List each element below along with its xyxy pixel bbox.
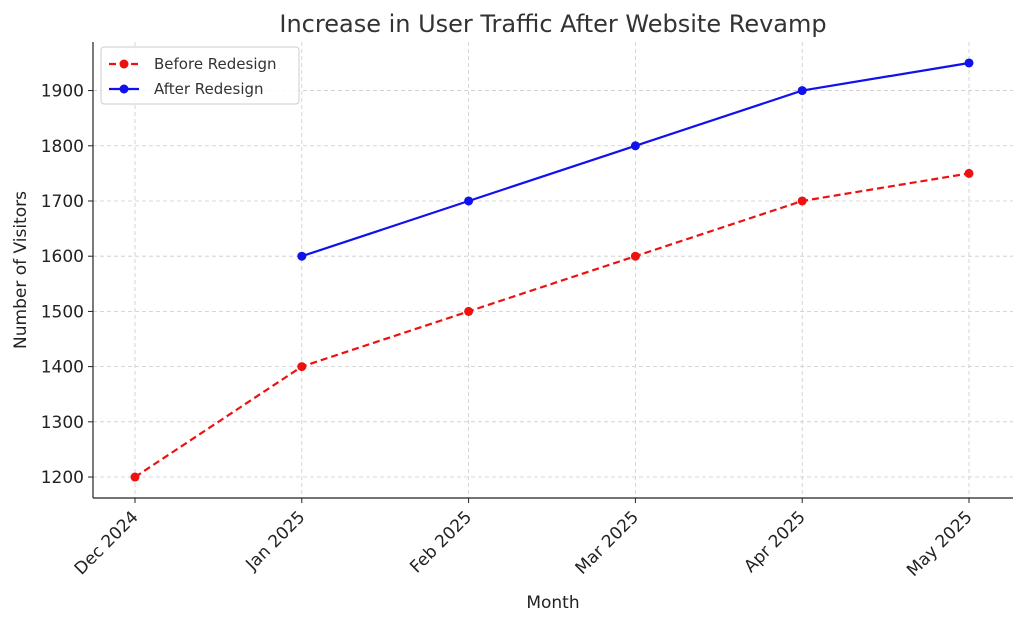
data-point-after-redesign [630,141,640,151]
data-point-before-redesign [464,306,474,316]
y-tick-label: 1700 [41,192,84,212]
y-axis-label: Number of Visitors [11,191,31,349]
grid [93,42,1013,498]
data-point-after-redesign [297,251,307,261]
x-tick-label: Apr 2025 [740,507,809,576]
x-tick-label: Jan 2025 [242,507,310,575]
y-tick-label: 1300 [41,413,84,433]
data-point-before-redesign [130,472,140,482]
data-point-before-redesign [964,168,974,178]
series-line-before-redesign [134,172,970,478]
x-tick-label: May 2025 [903,507,976,580]
legend-marker-before-redesign [119,59,129,69]
chart-title: Increase in User Traffic After Website R… [279,10,826,38]
y-tick-label: 1200 [41,468,84,488]
legend-label-after-redesign: After Redesign [154,80,264,98]
y-tick-label: 1400 [41,358,84,378]
y-tick-label: 1800 [41,137,84,157]
legend-box [100,46,300,105]
x-tick-label: Feb 2025 [406,507,476,577]
data-point-before-redesign [297,362,307,372]
y-tick-label: 1900 [41,82,84,102]
legend-label-before-redesign: Before Redesign [154,55,277,73]
x-tick-label: Mar 2025 [572,507,643,578]
x-axis-label: Month [526,593,579,613]
y-axis-ticks: 1200 1300 1400 1500 1600 1700 1800 1900 [41,82,93,488]
series [130,58,974,482]
data-point-after-redesign [464,196,474,206]
data-point-after-redesign [797,86,807,96]
x-tick-label: Dec 2024 [71,507,143,579]
data-point-before-redesign [797,196,807,206]
y-tick-label: 1600 [41,247,84,267]
data-point-after-redesign [964,58,974,68]
legend: Before Redesign After Redesign [100,46,300,105]
x-axis-ticks: Dec 2024 Jan 2025 Feb 2025 Mar 2025 Apr 2025… [71,498,977,581]
legend-marker-after-redesign [119,84,129,94]
y-tick-label: 1500 [41,302,84,322]
data-point-before-redesign [630,251,640,261]
